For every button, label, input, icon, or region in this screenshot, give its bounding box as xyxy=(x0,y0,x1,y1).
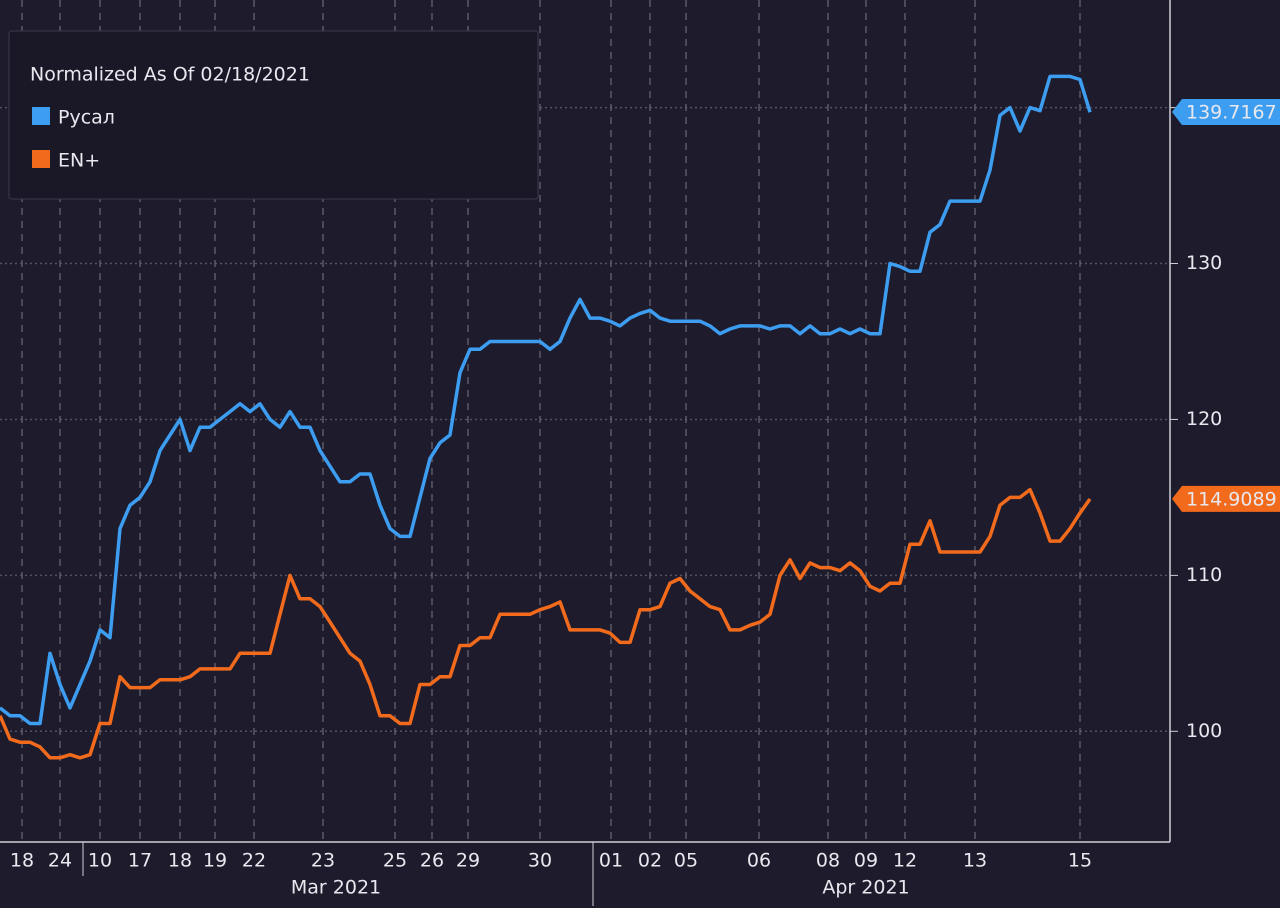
last-value-label: 139.7167 xyxy=(1186,102,1277,124)
x-tick-label: 18 xyxy=(10,850,34,872)
legend: Normalized As Of 02/18/2021 Русал EN+ xyxy=(8,30,539,200)
axes: 1001101201301401824101718192223252629300… xyxy=(10,96,1280,899)
last-value-label: 114.9089 xyxy=(1186,488,1277,510)
x-tick-label: 29 xyxy=(456,850,480,872)
y-tick-label: 100 xyxy=(1186,720,1222,742)
x-tick-label: 08 xyxy=(816,850,840,872)
x-tick-label: 26 xyxy=(420,850,444,872)
x-group-label: Apr 2021 xyxy=(822,877,909,899)
x-tick-label: 18 xyxy=(168,850,192,872)
series-line xyxy=(0,74,1092,726)
x-tick-label: 10 xyxy=(88,850,112,872)
x-group-label: Mar 2021 xyxy=(291,877,381,899)
grid xyxy=(0,0,1170,842)
x-tick-label: 23 xyxy=(311,850,335,872)
x-tick-label: 01 xyxy=(599,850,623,872)
x-tick-label: 09 xyxy=(854,850,878,872)
x-tick-label: 15 xyxy=(1068,850,1092,872)
lines xyxy=(0,74,1092,760)
series-line xyxy=(0,487,1092,760)
legend-swatch xyxy=(32,107,50,125)
legend-title: Normalized As Of 02/18/2021 xyxy=(30,64,310,86)
x-tick-label: 17 xyxy=(128,850,152,872)
x-tick-label: 12 xyxy=(893,850,917,872)
legend-swatch xyxy=(32,150,50,168)
x-tick-label: 25 xyxy=(383,850,407,872)
y-tick-label: 120 xyxy=(1186,408,1222,430)
last-value-box xyxy=(1172,485,1280,512)
x-tick-label: 19 xyxy=(203,850,227,872)
x-tick-label: 06 xyxy=(747,850,771,872)
x-tick-label: 30 xyxy=(528,850,552,872)
last-value-box xyxy=(1172,99,1280,126)
legend-label: EN+ xyxy=(58,150,100,172)
y-tick-label: 130 xyxy=(1186,252,1222,274)
x-tick-label: 24 xyxy=(48,850,72,872)
x-tick-label: 13 xyxy=(963,850,987,872)
x-tick-label: 22 xyxy=(242,850,266,872)
legend-box xyxy=(8,30,539,200)
x-tick-label: 05 xyxy=(674,850,698,872)
x-tick-label: 02 xyxy=(638,850,662,872)
y-tick-label: 110 xyxy=(1186,564,1222,586)
legend-label: Русал xyxy=(58,107,115,129)
